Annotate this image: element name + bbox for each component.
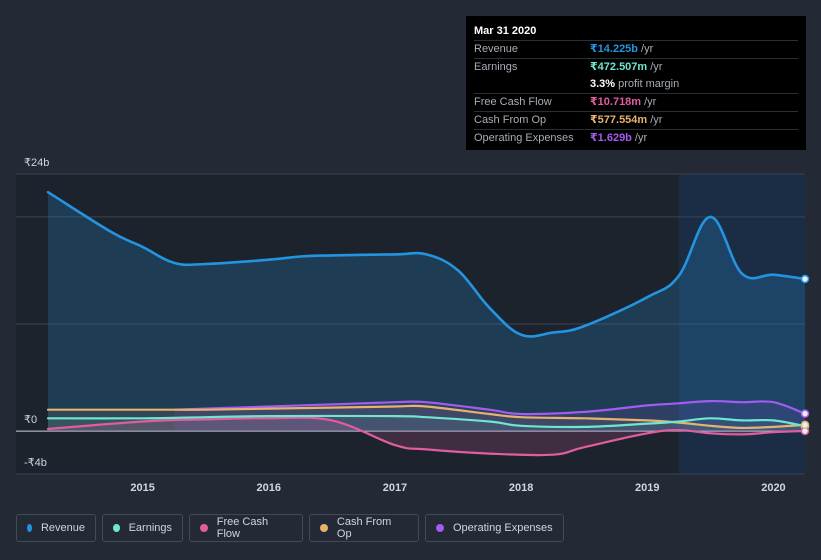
dot-icon (320, 524, 328, 532)
tooltip-row-margin: 3.3% profit margin (474, 76, 798, 93)
x-tick-label: 2015 (130, 482, 154, 494)
tooltip-value: ₹472.507m (590, 61, 648, 73)
financials-chart: 2015 2016 2017 2018 2019 2020 (16, 173, 810, 494)
tooltip-value: ₹10.718m (590, 96, 642, 108)
series-line-earnings (46, 414, 807, 429)
series-end-marker (800, 420, 810, 430)
legend-cash-from-op[interactable]: Cash From Op (309, 514, 419, 542)
legend-label: Earnings (128, 522, 172, 534)
series-line-cash-from-op (46, 404, 807, 430)
tooltip-unit: /yr (634, 132, 648, 144)
legend-earnings[interactable]: Earnings (102, 514, 183, 542)
legend-label: Revenue (40, 522, 85, 534)
series-area-revenue (48, 192, 805, 432)
tooltip-unit: /yr (650, 61, 663, 73)
tooltip-value: ₹1.629b (590, 132, 632, 144)
tooltip-label: Cash From Op (474, 114, 547, 126)
x-tick-label: 2018 (509, 482, 533, 494)
tooltip-label (474, 76, 590, 93)
tooltip-unit: /yr (650, 114, 663, 126)
legend-operating-expenses[interactable]: Operating Expenses (425, 514, 564, 542)
tooltip-value: ₹14.225b (590, 43, 639, 55)
tooltip-row-fcf: Free Cash Flow ₹10.718m /yr (474, 93, 798, 111)
tooltip-label: Operating Expenses (474, 132, 574, 144)
dot-icon (113, 524, 120, 532)
x-tick-label: 2016 (257, 482, 281, 494)
series-end-marker (800, 274, 810, 284)
tooltip-row-opex: Operating Expenses ₹1.629b /yr (474, 129, 798, 147)
x-tick-label: 2017 (383, 482, 407, 494)
dot-icon (200, 524, 208, 532)
legend-label: Free Cash Flow (216, 516, 269, 540)
y-tick-label-top: ₹24b (24, 157, 50, 169)
y-tick-label-bottom: -₹4b (24, 457, 47, 469)
tooltip-row-revenue: Revenue ₹14.225b /yr (474, 40, 798, 58)
dot-icon (436, 524, 444, 532)
x-tick-label: 2020 (761, 482, 785, 494)
tooltip-label: Earnings (474, 61, 518, 73)
legend-label: Operating Expenses (453, 522, 553, 534)
series-end-marker (800, 409, 810, 418)
tooltip-row-earnings: Earnings ₹472.507m /yr (474, 58, 798, 76)
dot-icon (27, 524, 32, 532)
tooltip-unit: /yr (644, 96, 657, 108)
y-tick-label-zero: ₹0 (24, 414, 38, 426)
tooltip-value: 3.3% (590, 78, 616, 90)
series-area-free-cash-flow (48, 417, 805, 456)
tooltip-row-cfo: Cash From Op ₹577.554m /yr (474, 111, 798, 129)
series-line-revenue (46, 190, 807, 338)
legend-revenue[interactable]: Revenue (16, 514, 96, 542)
series-area-earnings (48, 415, 805, 432)
series-line-free-cash-flow (46, 416, 807, 457)
tooltip-label: Free Cash Flow (474, 96, 552, 108)
tooltip-value: ₹577.554m (590, 114, 648, 126)
tooltip-panel: Mar 31 2020 Revenue ₹14.225b /yr Earning… (466, 16, 806, 150)
series-line-operating-expenses (173, 399, 807, 416)
legend-label: Cash From Op (336, 516, 392, 540)
tooltip-date: Mar 31 2020 (474, 25, 537, 37)
tooltip-label: Revenue (474, 43, 519, 55)
tooltip-unit: profit margin (618, 78, 680, 90)
x-tick-label: 2019 (635, 482, 659, 494)
legend-free-cash-flow[interactable]: Free Cash Flow (189, 514, 303, 542)
tooltip-unit: /yr (641, 43, 654, 55)
